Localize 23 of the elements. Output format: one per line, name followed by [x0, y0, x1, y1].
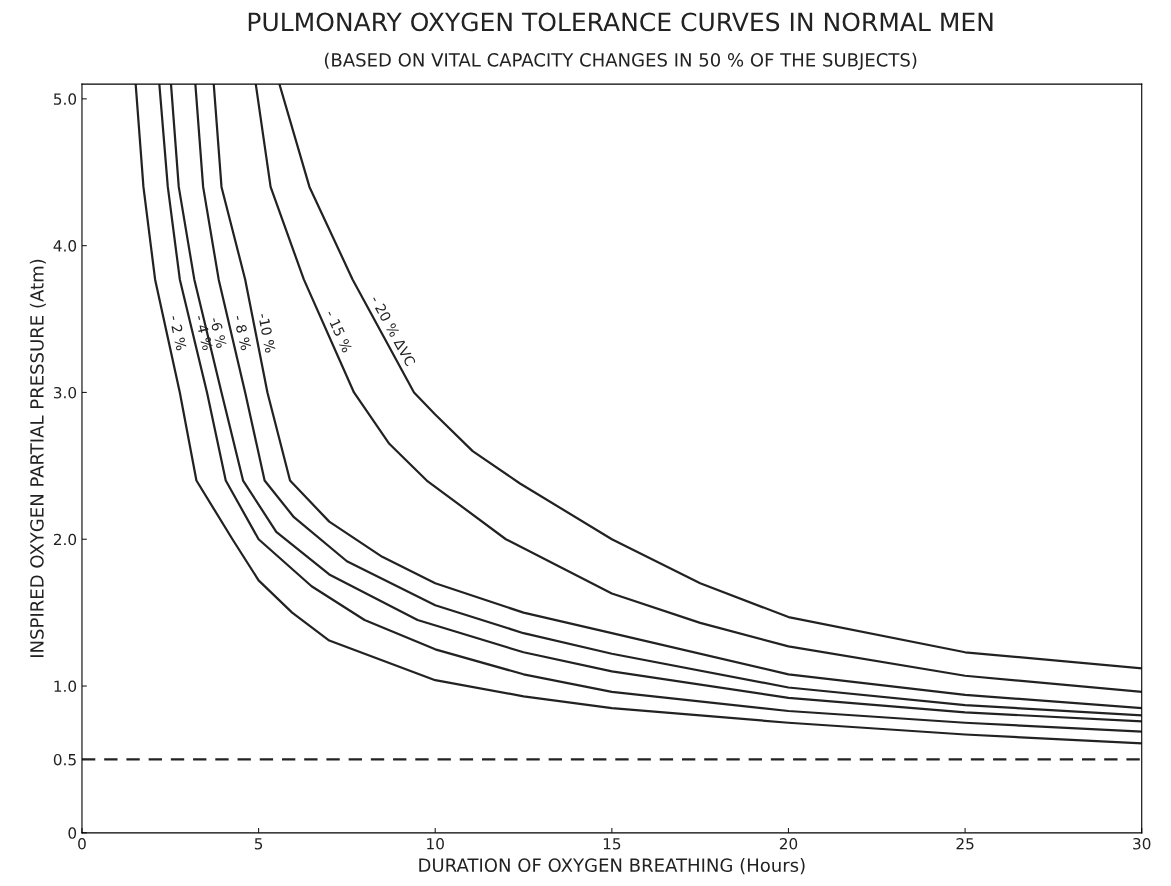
y-tick-label: 5.0 — [53, 93, 77, 105]
x-tick-label: 15 — [603, 838, 621, 850]
y-tick-label: 3.0 — [53, 386, 77, 399]
y-tick-label: 0.5 — [53, 753, 76, 766]
x-axis-title: DURATION OF OXYGEN BREATHING (Hours) — [419, 858, 805, 875]
x-tick-label: 5 — [254, 838, 263, 850]
x-tick-label: 20 — [779, 837, 798, 850]
y-tick-label: 1.0 — [54, 680, 77, 693]
x-tick-label: 30 — [1133, 837, 1151, 850]
x-tick-label: 10 — [427, 837, 444, 850]
y-tick-label: 2.0 — [53, 533, 77, 546]
x-tick-label: 0 — [78, 837, 86, 850]
text: - 8 % — [233, 314, 252, 351]
y-tick-label: 4.0 — [53, 240, 77, 252]
y-axis-title: INSPIRED OXYGEN PARTIAL PRESSURE (Atm) — [29, 259, 46, 657]
chart-title: PULMONARY OXYGEN TOLERANCE CURVES IN NORMAL MEN — [248, 12, 993, 32]
x-tick-label: 25 — [956, 837, 974, 850]
text: - 20 % ΔVC — [370, 294, 416, 367]
text: - 2 % — [169, 314, 187, 351]
text: -10 % — [257, 312, 276, 354]
text: - 15 % — [325, 309, 353, 354]
chart-subtitle: (BASED ON VITAL CAPACITY CHANGES IN 50 % OF THE SUBJECTS) — [324, 52, 917, 71]
y-tick-label: 0 — [68, 827, 77, 839]
